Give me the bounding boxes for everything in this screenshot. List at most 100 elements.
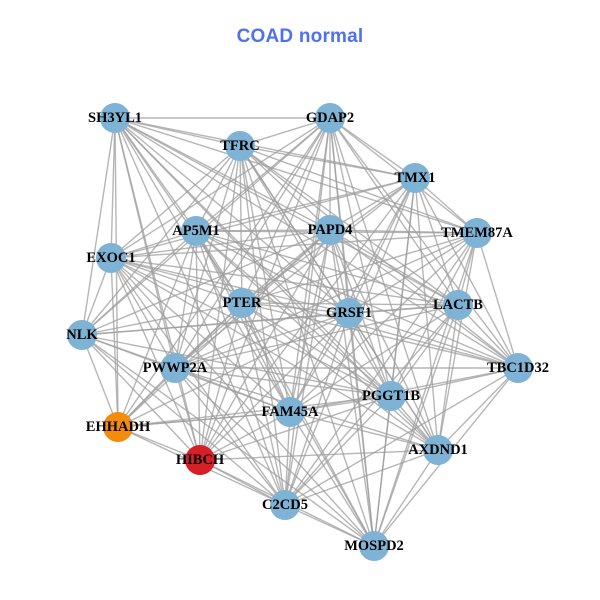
- graph-edge: [114, 117, 350, 314]
- graph-edge: [81, 334, 375, 547]
- graph-edge: [284, 411, 291, 506]
- graph-edge: [81, 229, 331, 336]
- graph-edge: [174, 232, 478, 369]
- graph-edge: [289, 411, 375, 547]
- graph-edge: [390, 304, 459, 397]
- graph-edge: [329, 117, 519, 369]
- graph-edge: [110, 117, 331, 259]
- graph-edge: [174, 367, 286, 506]
- graph-edge: [114, 117, 243, 304]
- graph-edge: [390, 232, 478, 397]
- graph-edge: [437, 304, 459, 451]
- graph-edge: [476, 232, 519, 369]
- page-title: COAD normal: [236, 26, 364, 47]
- graph-node-gdap2[interactable]: [315, 103, 345, 133]
- graph-edge: [110, 145, 241, 259]
- graph-edge: [284, 367, 519, 506]
- graph-edge: [241, 302, 286, 506]
- graph-edge: [437, 232, 478, 451]
- graph-edge: [114, 117, 201, 461]
- graph-edge: [414, 177, 439, 451]
- graph-edge: [110, 257, 375, 547]
- graph-edge: [195, 230, 519, 369]
- graph-edge: [81, 334, 392, 397]
- graph-node-tbc1d32[interactable]: [503, 353, 533, 383]
- graph-edge: [110, 229, 331, 259]
- graph-edge: [195, 230, 439, 451]
- graph-edge: [241, 117, 331, 304]
- graph-edge: [117, 411, 291, 428]
- graph-edge: [284, 395, 392, 506]
- graph-edge: [329, 229, 459, 306]
- graph-node-mospd2[interactable]: [359, 531, 389, 561]
- graph-node-papd4[interactable]: [315, 215, 345, 245]
- graph-edge: [289, 177, 416, 413]
- graph-node-ehhadh[interactable]: [103, 412, 133, 442]
- graph-edge: [110, 257, 243, 304]
- graph-edge: [199, 449, 439, 461]
- graph-edge: [110, 257, 459, 306]
- graph-edge: [81, 334, 119, 428]
- graph-node-pter[interactable]: [227, 288, 257, 318]
- graph-node-c2cd5[interactable]: [270, 490, 300, 520]
- graph-edge: [329, 117, 416, 179]
- graph-node-hibch[interactable]: [185, 445, 215, 475]
- graph-edge: [199, 302, 243, 461]
- graph-edge: [239, 145, 375, 547]
- graph-edge: [348, 312, 519, 369]
- graph-edge: [239, 145, 392, 397]
- graph-edge: [81, 334, 201, 461]
- graph-edge: [373, 449, 439, 547]
- graph-edge: [289, 304, 459, 413]
- graph-edge: [284, 304, 459, 506]
- graph-edge: [114, 117, 291, 413]
- graph-edge: [348, 232, 478, 314]
- graph-node-pggt1b[interactable]: [376, 381, 406, 411]
- graph-edge: [110, 257, 201, 461]
- graph-edge: [348, 312, 375, 547]
- graph-edge: [329, 117, 392, 397]
- graph-edge: [329, 117, 459, 306]
- graph-edge: [174, 230, 197, 369]
- graph-edge: [110, 257, 119, 428]
- graph-edge: [174, 117, 331, 369]
- graph-edge: [284, 504, 375, 547]
- graph-node-nlk[interactable]: [67, 320, 97, 350]
- graph-edge: [174, 367, 291, 413]
- graph-edge: [329, 229, 519, 369]
- graph-edge: [117, 395, 392, 428]
- graph-edge: [289, 312, 350, 413]
- graph-edge: [284, 312, 350, 506]
- graph-node-ap5m1[interactable]: [181, 216, 211, 246]
- graph-edge: [199, 395, 392, 461]
- edge-layer: [81, 117, 519, 547]
- graph-edge: [195, 230, 350, 314]
- graph-edge: [239, 145, 519, 369]
- graph-node-lactb[interactable]: [443, 290, 473, 320]
- graph-node-sh3yl1[interactable]: [100, 103, 130, 133]
- graph-edge: [239, 145, 286, 506]
- graph-node-fam45a[interactable]: [275, 397, 305, 427]
- graph-edge: [174, 304, 459, 369]
- node-layer: [67, 103, 533, 561]
- graph-node-tmem87a[interactable]: [462, 218, 492, 248]
- graph-edge: [110, 257, 519, 369]
- graph-edge: [110, 257, 286, 506]
- graph-edge: [114, 117, 119, 428]
- graph-node-grsf1[interactable]: [334, 298, 364, 328]
- graph-edge: [241, 302, 350, 314]
- graph-edge: [110, 257, 392, 397]
- graph-node-exoc1[interactable]: [96, 243, 126, 273]
- graph-edge: [289, 411, 439, 451]
- graph-edge: [81, 117, 116, 336]
- graph-edge: [289, 229, 331, 413]
- graph-node-tmx1[interactable]: [400, 163, 430, 193]
- graph-edge: [241, 302, 519, 369]
- graph-node-pwwp2a[interactable]: [160, 353, 190, 383]
- graph-edge: [329, 177, 416, 231]
- graph-node-axdnd1[interactable]: [423, 435, 453, 465]
- graph-node-tfrc[interactable]: [225, 131, 255, 161]
- graph-edge: [195, 177, 416, 232]
- graph-edge: [110, 117, 116, 259]
